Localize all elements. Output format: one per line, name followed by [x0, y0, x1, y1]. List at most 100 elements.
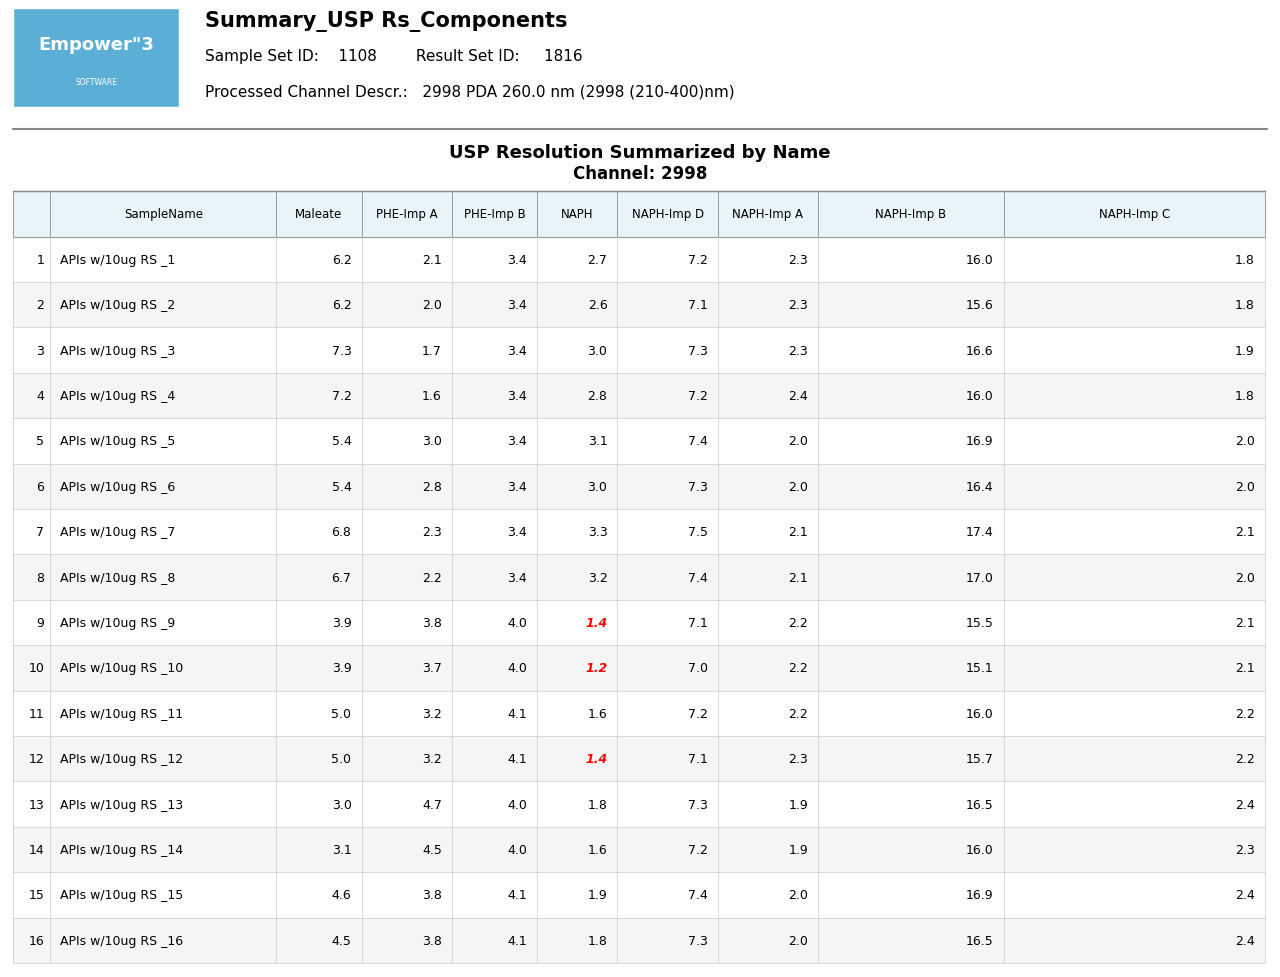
- Text: 2.2: 2.2: [422, 571, 442, 584]
- Text: 3.1: 3.1: [332, 843, 352, 856]
- Text: 7.3: 7.3: [687, 344, 708, 358]
- Text: 4.0: 4.0: [507, 798, 527, 811]
- Bar: [13, 782, 1265, 827]
- Text: 2.2: 2.2: [788, 616, 808, 629]
- Text: APIs w/10ug RS _6: APIs w/10ug RS _6: [60, 481, 175, 493]
- Text: 7.5: 7.5: [687, 526, 708, 538]
- Text: 1.2: 1.2: [585, 661, 608, 675]
- Text: 2.7: 2.7: [588, 254, 608, 267]
- Text: 15.1: 15.1: [966, 661, 993, 675]
- Text: 5: 5: [36, 435, 44, 448]
- Bar: [13, 646, 1265, 691]
- Text: 3.9: 3.9: [332, 616, 352, 629]
- Bar: [13, 917, 1265, 963]
- Text: NAPH-Imp D: NAPH-Imp D: [631, 208, 704, 221]
- Text: 1.6: 1.6: [588, 843, 608, 856]
- Text: Summary_USP Rs_Components: Summary_USP Rs_Components: [205, 11, 567, 31]
- Bar: [13, 691, 1265, 737]
- Text: APIs w/10ug RS _15: APIs w/10ug RS _15: [60, 888, 184, 902]
- Text: APIs w/10ug RS _7: APIs w/10ug RS _7: [60, 526, 175, 538]
- Text: APIs w/10ug RS _1: APIs w/10ug RS _1: [60, 254, 175, 267]
- Text: 7.0: 7.0: [687, 661, 708, 675]
- Text: PHE-Imp B: PHE-Imp B: [463, 208, 525, 221]
- Text: 3.4: 3.4: [507, 390, 527, 403]
- Text: 1.8: 1.8: [588, 934, 608, 947]
- Text: APIs w/10ug RS _3: APIs w/10ug RS _3: [60, 344, 175, 358]
- Text: 1.4: 1.4: [585, 752, 608, 765]
- Text: 1.9: 1.9: [788, 798, 808, 811]
- Text: 5.4: 5.4: [332, 435, 352, 448]
- Text: 7.2: 7.2: [332, 390, 352, 403]
- Text: 4.1: 4.1: [507, 707, 527, 720]
- Text: 1.8: 1.8: [1235, 254, 1254, 267]
- Text: 6.8: 6.8: [332, 526, 352, 538]
- Text: 2.1: 2.1: [788, 526, 808, 538]
- Text: 2.0: 2.0: [1235, 481, 1254, 493]
- Text: 4.5: 4.5: [332, 934, 352, 947]
- Text: 4.7: 4.7: [422, 798, 442, 811]
- Text: 3.7: 3.7: [422, 661, 442, 675]
- Text: 4.5: 4.5: [422, 843, 442, 856]
- Text: 10: 10: [28, 661, 44, 675]
- Text: 16.4: 16.4: [966, 481, 993, 493]
- Text: 7.4: 7.4: [687, 888, 708, 902]
- Text: 3.4: 3.4: [507, 481, 527, 493]
- Text: 4.0: 4.0: [507, 616, 527, 629]
- Text: 1.6: 1.6: [588, 707, 608, 720]
- Text: 7.3: 7.3: [687, 481, 708, 493]
- FancyBboxPatch shape: [13, 10, 179, 107]
- Text: 16.5: 16.5: [966, 798, 993, 811]
- Text: 1.6: 1.6: [422, 390, 442, 403]
- Text: 14: 14: [28, 843, 44, 856]
- Text: 4.6: 4.6: [332, 888, 352, 902]
- Text: 7.3: 7.3: [332, 344, 352, 358]
- Text: NAPH: NAPH: [561, 208, 594, 221]
- Text: 3.4: 3.4: [507, 435, 527, 448]
- Text: 5.0: 5.0: [332, 707, 352, 720]
- Text: 2.0: 2.0: [1235, 571, 1254, 584]
- Bar: [13, 827, 1265, 872]
- Text: 17.4: 17.4: [966, 526, 993, 538]
- Text: Sample Set ID:    1108        Result Set ID:     1816: Sample Set ID: 1108 Result Set ID: 1816: [205, 49, 582, 64]
- Text: NAPH-Imp C: NAPH-Imp C: [1098, 208, 1170, 221]
- Text: APIs w/10ug RS _2: APIs w/10ug RS _2: [60, 299, 175, 312]
- Text: 4.1: 4.1: [507, 934, 527, 947]
- Bar: [13, 600, 1265, 646]
- Text: 2.0: 2.0: [422, 299, 442, 312]
- Text: 7.4: 7.4: [687, 435, 708, 448]
- Bar: [13, 737, 1265, 782]
- Text: 4.1: 4.1: [507, 752, 527, 765]
- Text: 1.9: 1.9: [1235, 344, 1254, 358]
- Text: 4.0: 4.0: [507, 843, 527, 856]
- Bar: [13, 282, 1265, 328]
- Text: 6.2: 6.2: [332, 254, 352, 267]
- Text: 16.9: 16.9: [966, 888, 993, 902]
- Text: APIs w/10ug RS _10: APIs w/10ug RS _10: [60, 661, 184, 675]
- Text: 3.2: 3.2: [422, 752, 442, 765]
- Text: 3.9: 3.9: [332, 661, 352, 675]
- Bar: [13, 373, 1265, 419]
- Text: 7.1: 7.1: [687, 616, 708, 629]
- Text: 7.2: 7.2: [687, 843, 708, 856]
- Text: 2.2: 2.2: [1235, 707, 1254, 720]
- Text: SampleName: SampleName: [124, 208, 202, 221]
- Text: 7.1: 7.1: [687, 752, 708, 765]
- Text: 2.1: 2.1: [422, 254, 442, 267]
- Bar: [13, 510, 1265, 555]
- Text: 16.0: 16.0: [966, 707, 993, 720]
- Text: NAPH-Imp A: NAPH-Imp A: [732, 208, 804, 221]
- Text: 2.3: 2.3: [422, 526, 442, 538]
- Text: 3.3: 3.3: [588, 526, 608, 538]
- Text: 2.1: 2.1: [788, 571, 808, 584]
- Text: 1.8: 1.8: [1235, 390, 1254, 403]
- Text: 7.3: 7.3: [687, 798, 708, 811]
- Text: 2.3: 2.3: [1235, 843, 1254, 856]
- Text: APIs w/10ug RS _11: APIs w/10ug RS _11: [60, 707, 183, 720]
- Text: 2.4: 2.4: [1235, 934, 1254, 947]
- Bar: [13, 464, 1265, 510]
- Text: 6.2: 6.2: [332, 299, 352, 312]
- Text: 16.0: 16.0: [966, 254, 993, 267]
- Text: 3.0: 3.0: [332, 798, 352, 811]
- Bar: [13, 555, 1265, 600]
- Text: 2.0: 2.0: [1235, 435, 1254, 448]
